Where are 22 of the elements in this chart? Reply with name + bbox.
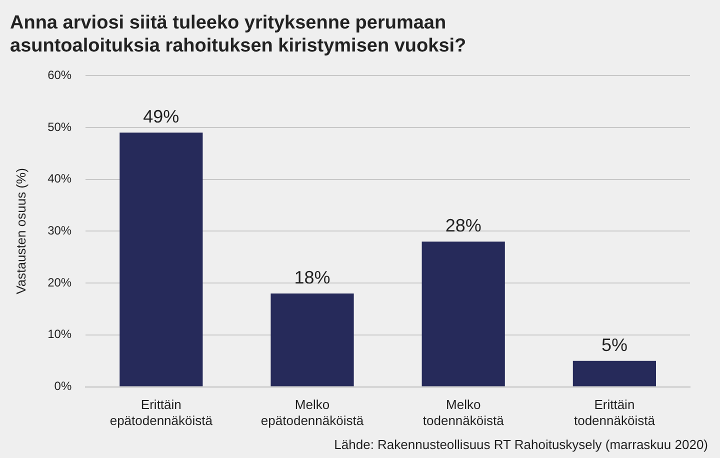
chart-title: Anna arviosi siitä tuleeko yrityksenne perumaan asuntoaloituksia rahoituksen kiristymisen vuoksi? xyxy=(10,12,466,56)
data-label: 28% xyxy=(445,216,482,236)
data-label: 49% xyxy=(143,106,180,127)
y-axis-title: Vastausten osuus (%) xyxy=(13,168,28,294)
bar xyxy=(270,293,354,386)
y-tick-label: 60% xyxy=(48,68,72,82)
x-tick-label: Melko todennäköistä xyxy=(422,397,505,428)
y-tick-label: 10% xyxy=(48,327,72,342)
text: Lähde: Rakennusteollisuus RT Rahoituskysely (marraskuu 2020) xyxy=(334,437,708,452)
data-label: 5% xyxy=(601,334,628,355)
x-tick-label: Erittäin epätodennäköistä xyxy=(110,397,214,428)
bar xyxy=(120,132,203,386)
y-tick-label: 30% xyxy=(48,224,72,238)
bar xyxy=(572,360,656,386)
x-tick-label: Melko epätodennäköistä xyxy=(260,397,364,428)
bar xyxy=(422,242,505,386)
y-tick-label: 0% xyxy=(54,379,72,394)
y-tick-label: 50% xyxy=(48,120,72,134)
data-label: 18% xyxy=(294,267,330,288)
x-tick-label: Erittäin todennäköistä xyxy=(574,397,656,428)
y-tick-label: 40% xyxy=(48,172,72,186)
y-tick-label: 20% xyxy=(48,275,72,290)
